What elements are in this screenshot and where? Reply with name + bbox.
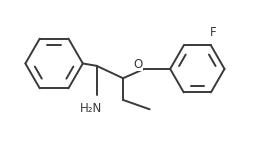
Text: F: F — [210, 27, 216, 40]
Text: O: O — [133, 58, 142, 71]
Text: H₂N: H₂N — [80, 102, 102, 115]
